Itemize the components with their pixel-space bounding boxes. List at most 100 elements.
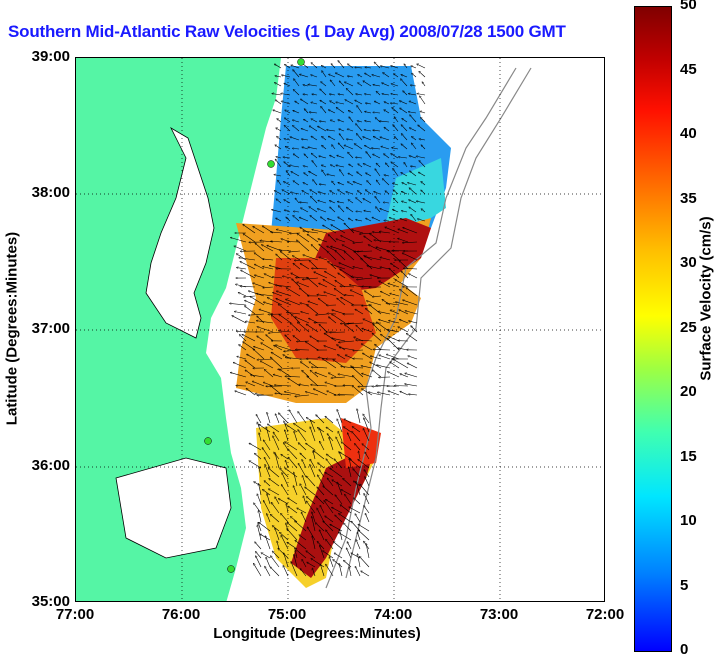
velocity-arrow <box>293 154 300 159</box>
velocity-arrow <box>401 79 408 87</box>
velocity-arrow <box>311 136 318 141</box>
velocity-arrow <box>276 299 292 306</box>
velocity-arrow <box>366 103 372 104</box>
velocity-arrow <box>327 251 337 261</box>
velocity-arrow <box>293 256 301 261</box>
velocity-arrow <box>420 96 426 105</box>
velocity-arrow <box>304 154 309 159</box>
velocity-arrow <box>348 200 354 204</box>
colorbar-label: Surface Velocity (cm/s) <box>697 216 715 381</box>
velocity-arrow <box>289 410 298 424</box>
velocity-arrow <box>294 431 298 442</box>
velocity-arrow <box>385 191 390 195</box>
velocity-arrow <box>393 125 399 132</box>
velocity-arrow <box>314 451 325 460</box>
velocity-arrow <box>301 99 309 105</box>
velocity-arrow <box>419 71 426 78</box>
velocity-arrow <box>353 267 364 270</box>
velocity-arrow <box>302 476 307 487</box>
velocity-arrow <box>365 256 382 261</box>
velocity-arrow <box>247 354 256 360</box>
velocity-arrow <box>377 392 391 396</box>
velocity-arrow <box>392 108 399 114</box>
velocity-arrow <box>232 316 247 324</box>
velocity-arrow <box>351 277 364 279</box>
velocity-arrow <box>373 349 391 350</box>
velocity-arrow <box>361 366 373 369</box>
velocity-arrow <box>285 110 291 114</box>
velocity-arrow <box>359 557 370 568</box>
velocity-arrow <box>281 93 291 96</box>
velocity-arrow <box>317 508 325 523</box>
velocity-arrow <box>358 524 370 532</box>
velocity-arrow <box>269 479 280 487</box>
colorbar-tick: 35 <box>680 190 697 207</box>
velocity-arrow <box>321 66 327 69</box>
velocity-arrow <box>374 101 381 105</box>
velocity-arrow <box>272 94 282 96</box>
colorbar-tick: 50 <box>680 0 697 13</box>
velocity-arrow <box>265 536 271 550</box>
velocity-arrow <box>268 468 280 478</box>
velocity-arrow <box>370 356 382 360</box>
velocity-arrow <box>293 148 300 149</box>
velocity-arrow <box>234 312 247 315</box>
velocity-arrow <box>285 392 301 396</box>
velocity-arrow <box>301 208 309 213</box>
velocity-arrow <box>245 300 256 306</box>
velocity-arrow <box>344 251 355 261</box>
velocity-arrow <box>301 129 309 132</box>
velocity-arrow <box>322 71 327 78</box>
velocity-arrow <box>352 230 364 234</box>
velocity-arrow <box>238 293 247 297</box>
velocity-arrow <box>256 552 262 559</box>
velocity-arrow <box>300 74 309 78</box>
velocity-arrow <box>259 433 262 442</box>
velocity-arrow <box>280 468 289 478</box>
velocity-arrow <box>285 468 298 478</box>
velocity-arrow <box>351 553 361 559</box>
velocity-arrow <box>367 301 382 306</box>
velocity-arrow <box>337 202 345 204</box>
velocity-arrow <box>391 162 399 168</box>
velocity-arrow <box>288 457 298 469</box>
velocity-arrow <box>324 292 337 297</box>
velocity-arrow <box>393 209 399 213</box>
velocity-arrow <box>276 199 282 204</box>
velocity-arrow <box>304 173 309 177</box>
velocity-arrow <box>254 347 265 351</box>
velocity-arrow <box>400 289 409 297</box>
velocity-arrow <box>237 268 247 270</box>
velocity-arrow <box>284 83 291 87</box>
velocity-arrow <box>284 125 291 132</box>
velocity-arrow <box>295 394 310 396</box>
velocity-arrow <box>257 422 262 433</box>
velocity-arrow <box>384 175 390 176</box>
velocity-arrow <box>281 535 289 550</box>
map-plot-area[interactable] <box>75 57 605 602</box>
velocity-arrow <box>419 161 426 168</box>
chesapeake-bay <box>145 126 215 339</box>
velocity-arrow <box>270 567 280 577</box>
velocity-arrow <box>322 170 327 177</box>
velocity-arrow <box>332 181 336 186</box>
velocity-arrow <box>365 121 372 122</box>
velocity-arrow <box>405 384 418 387</box>
velocity-arrow <box>358 83 363 87</box>
velocity-arrow <box>347 207 354 213</box>
velocity-arrow <box>257 294 274 297</box>
velocity-arrow <box>398 229 409 234</box>
velocity-arrow <box>241 270 256 279</box>
velocity-arrow <box>310 216 318 222</box>
velocity-arrow <box>369 392 382 396</box>
velocity-arrow <box>344 145 354 150</box>
velocity-arrow <box>285 335 292 342</box>
velocity-arrow <box>264 302 274 306</box>
velocity-arrow <box>323 225 337 234</box>
velocity-arrow <box>311 367 328 368</box>
velocity-arrow <box>317 209 327 213</box>
velocity-arrow <box>328 219 336 222</box>
velocity-arrow <box>319 283 328 288</box>
velocity-arrow <box>283 276 292 279</box>
colorbar-tick: 15 <box>680 448 697 465</box>
